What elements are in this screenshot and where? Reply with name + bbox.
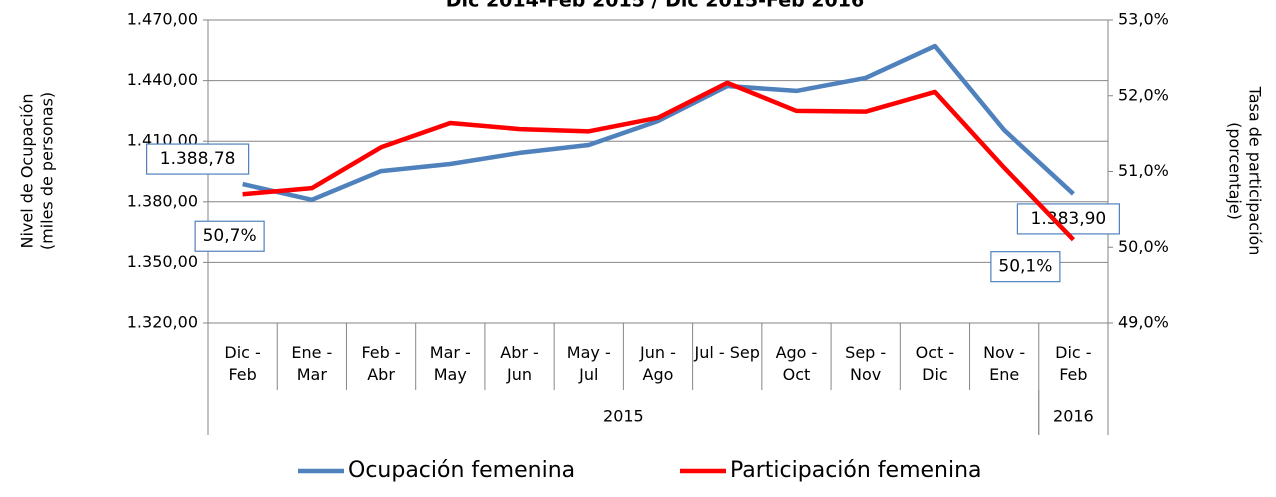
- data-label: 50,7%: [203, 226, 257, 246]
- series-line: [242, 80, 1076, 242]
- data-label-box: [146, 143, 250, 175]
- series-line: [242, 43, 1075, 203]
- data-label: 1.383,90: [1031, 209, 1107, 229]
- y2-tick-label: 51,0%: [1118, 161, 1169, 180]
- y-tick-label: 1.380,00: [127, 191, 198, 210]
- x-tick-label: Ene - Mar: [291, 343, 333, 384]
- y2-axis-title: Tasa de participación: [1246, 86, 1265, 256]
- x-tick-label: Abr - Jun: [500, 343, 539, 384]
- y2-tick-label: 53,0%: [1118, 10, 1169, 29]
- y2-tick-label: 52,0%: [1118, 85, 1169, 104]
- y2-tick-label: 49,0%: [1118, 313, 1169, 332]
- x-tick-label: Mar - May: [429, 343, 471, 384]
- x-tick-label: Jul - Sep: [694, 343, 760, 362]
- x-tick-label: Dic - Feb: [1055, 343, 1092, 384]
- data-label-box: [194, 220, 265, 252]
- y-tick-label: 1.350,00: [127, 252, 198, 271]
- chart-title: Dic 2014-Feb 2015 / Dic 2015-Feb 2016: [446, 0, 864, 12]
- x-tick-label: Sep - Nov: [845, 343, 887, 384]
- y-tick-label: 1.320,00: [127, 313, 198, 332]
- x-tick-label: Dic - Feb: [224, 343, 261, 384]
- data-label-box: [1016, 203, 1120, 235]
- x-tick-label: Feb - Abr: [361, 343, 401, 384]
- y-axis-title: Nivel de Ocupación: [18, 93, 37, 248]
- legend-label: Participación femenina: [730, 458, 982, 483]
- x-group-label: 2015: [603, 407, 644, 426]
- y-tick-label: 1.470,00: [127, 10, 198, 29]
- y-axis-title: (miles de personas): [38, 92, 57, 250]
- x-tick-label: Ago - Oct: [775, 343, 818, 384]
- data-label: 1.388,78: [160, 149, 236, 169]
- x-tick-label: Jun - Ago: [640, 343, 676, 384]
- y2-axis-title: (porcentaje): [1226, 122, 1245, 220]
- y-tick-label: 1.440,00: [127, 70, 198, 89]
- legend-label: Ocupación femenina: [348, 458, 575, 483]
- x-group-label: 2016: [1053, 407, 1094, 426]
- x-tick-label: May - Jul: [566, 343, 611, 384]
- x-tick-label: Nov - Ene: [983, 343, 1026, 384]
- x-tick-label: Oct - Dic: [915, 343, 955, 384]
- data-label: 50,1%: [998, 257, 1052, 277]
- y2-tick-label: 50,0%: [1118, 237, 1169, 256]
- data-label-box: [990, 251, 1061, 283]
